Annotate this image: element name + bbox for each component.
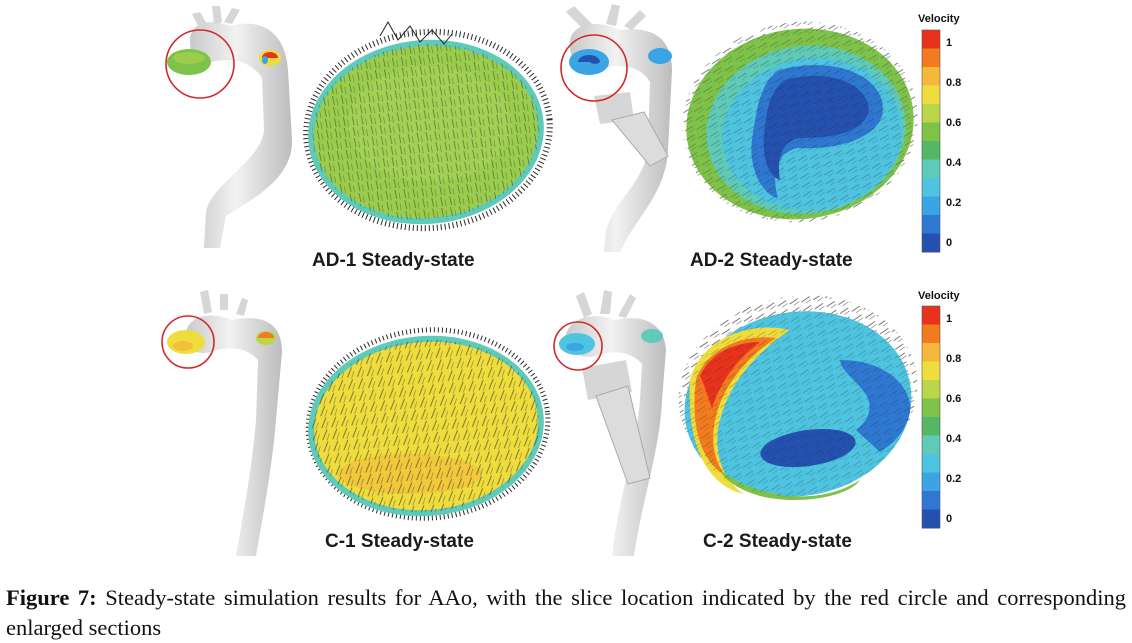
- colorbar-swatch: [922, 343, 940, 362]
- colorbar-swatch: [922, 454, 940, 473]
- ad1-aorta-model: [165, 6, 293, 248]
- caption-label: Figure 7:: [6, 585, 97, 610]
- colorbar-swatch: [922, 398, 940, 418]
- colorbar-tick: 0.8: [946, 353, 962, 365]
- panel-label-c2: C-2 Steady-state: [703, 531, 852, 552]
- colorbar-swatch: [922, 380, 940, 399]
- colorbar-swatch: [922, 491, 940, 510]
- c2-slice: [678, 295, 918, 501]
- figure-7: AD-1 Steady-state AD-2 Steady-state C-1 …: [161, 4, 962, 556]
- colorbar-swatch: [922, 361, 940, 381]
- colorbar-top: [921, 29, 941, 253]
- colorbar-swatch: [922, 30, 940, 49]
- colorbar-swatch: [922, 306, 940, 325]
- colorbar-tick: 0.4: [946, 157, 962, 169]
- colorbar-swatch: [922, 435, 940, 455]
- colorbar-tick: 0.6: [946, 117, 962, 129]
- colorbar-tick: 1: [946, 313, 953, 325]
- c1-aorta-model: [161, 290, 282, 556]
- colorbar-frame: [921, 305, 941, 529]
- figure-artwork: [161, 4, 941, 556]
- ad2-aorta-model: [560, 4, 672, 253]
- caption-text: Steady-state simulation results for AAo,…: [6, 585, 1127, 640]
- colorbar-swatch: [922, 233, 940, 253]
- colorbar-tick: 0.2: [946, 473, 962, 485]
- c1-slice: [305, 327, 551, 521]
- panel-label-ad2: AD-2 Steady-state: [690, 250, 853, 271]
- colorbar-swatch: [922, 85, 940, 105]
- colorbar-swatch: [922, 159, 940, 179]
- colorbar-swatch: [922, 472, 940, 492]
- colorbar-tick: 0.2: [946, 197, 962, 209]
- colorbar-tick: 0: [946, 513, 953, 525]
- colorbar-tick: 0: [946, 237, 953, 249]
- colorbar-swatch: [922, 196, 940, 216]
- figure-caption: Figure 7: Steady-state simulation result…: [6, 583, 1126, 643]
- ad1-slice: [303, 20, 553, 232]
- colorbar-swatch: [922, 509, 940, 529]
- colorbar-bottom: [921, 305, 941, 529]
- colorbar-swatch: [922, 48, 940, 68]
- c2-aorta-model: [553, 290, 666, 556]
- colorbar-swatch: [922, 215, 940, 234]
- colorbar-tick: 0.8: [946, 77, 962, 89]
- ad2-slice: [682, 21, 918, 223]
- colorbar-swatch: [922, 324, 940, 344]
- colorbar-swatch: [922, 122, 940, 142]
- panel-label-ad1: AD-1 Steady-state: [312, 250, 475, 271]
- colorbar-title-bottom: Velocity: [918, 290, 960, 302]
- colorbar-tick: 0.4: [946, 433, 962, 445]
- colorbar-swatch: [922, 67, 940, 86]
- colorbar-tick: 1: [946, 37, 953, 49]
- colorbar-frame: [921, 29, 941, 253]
- colorbar-swatch: [922, 141, 940, 160]
- colorbar-tick: 0.6: [946, 393, 962, 405]
- colorbar-swatch: [922, 178, 940, 197]
- colorbar-title-top: Velocity: [918, 13, 960, 25]
- colorbar-swatch: [922, 104, 940, 123]
- colorbar-swatch: [922, 417, 940, 436]
- panel-label-c1: C-1 Steady-state: [325, 531, 474, 552]
